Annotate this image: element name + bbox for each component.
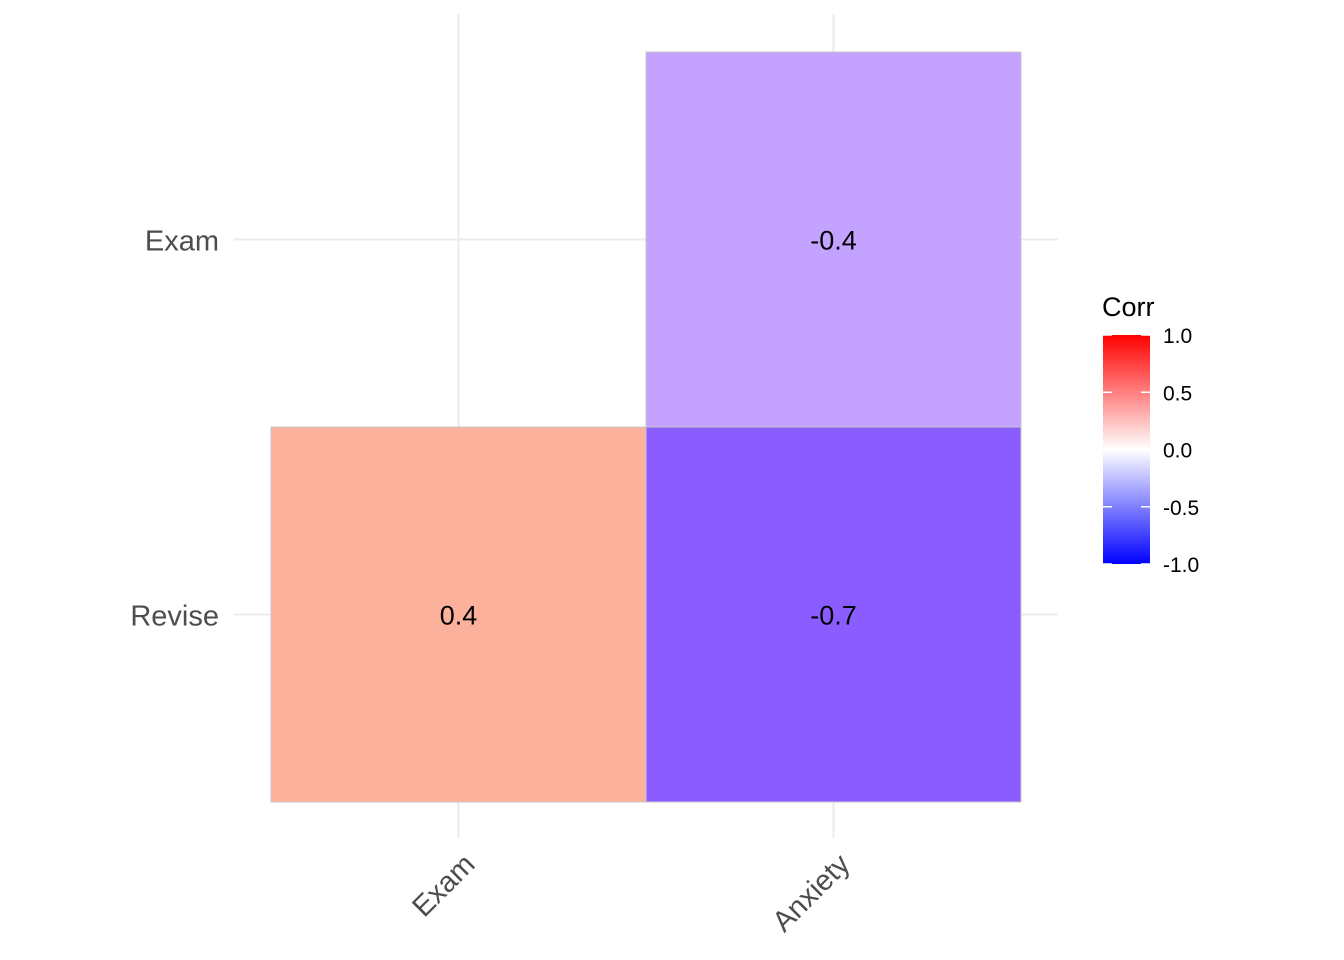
cell-value-label: 0.4	[440, 601, 478, 631]
cell-value-label: -0.7	[810, 601, 857, 631]
x-tick-label: Anxiety	[767, 848, 857, 938]
heatmap-cell-labels: 0.4 -0.7 -0.4	[440, 226, 857, 631]
legend-tick-label: -0.5	[1163, 497, 1199, 520]
color-legend: Corr 1.0 0.5 0.0 -0.5 -1.0	[1102, 292, 1199, 577]
legend-tick-label: 1.0	[1163, 325, 1192, 348]
legend-ticks: 1.0 0.5 0.0 -0.5 -1.0	[1103, 325, 1199, 577]
legend-tick-label: -1.0	[1163, 554, 1199, 577]
legend-tick-label: 0.0	[1163, 440, 1192, 463]
heatmap-cells	[270, 51, 1022, 803]
legend-title: Corr	[1102, 292, 1155, 322]
y-tick-label: Exam	[145, 226, 219, 258]
legend-tick-label: 0.5	[1163, 382, 1192, 405]
y-axis-tick-labels: Revise Exam	[130, 226, 219, 633]
x-axis-tick-labels: Exam Anxiety	[406, 848, 856, 938]
heatmap-cell-exam-revise	[270, 426, 647, 803]
x-tick-label: Exam	[406, 848, 481, 923]
cell-value-label: -0.4	[810, 226, 857, 256]
heatmap-cell-anxiety-exam	[645, 51, 1022, 428]
y-tick-label: Revise	[130, 601, 219, 633]
heatmap-cell-anxiety-revise	[645, 426, 1022, 803]
